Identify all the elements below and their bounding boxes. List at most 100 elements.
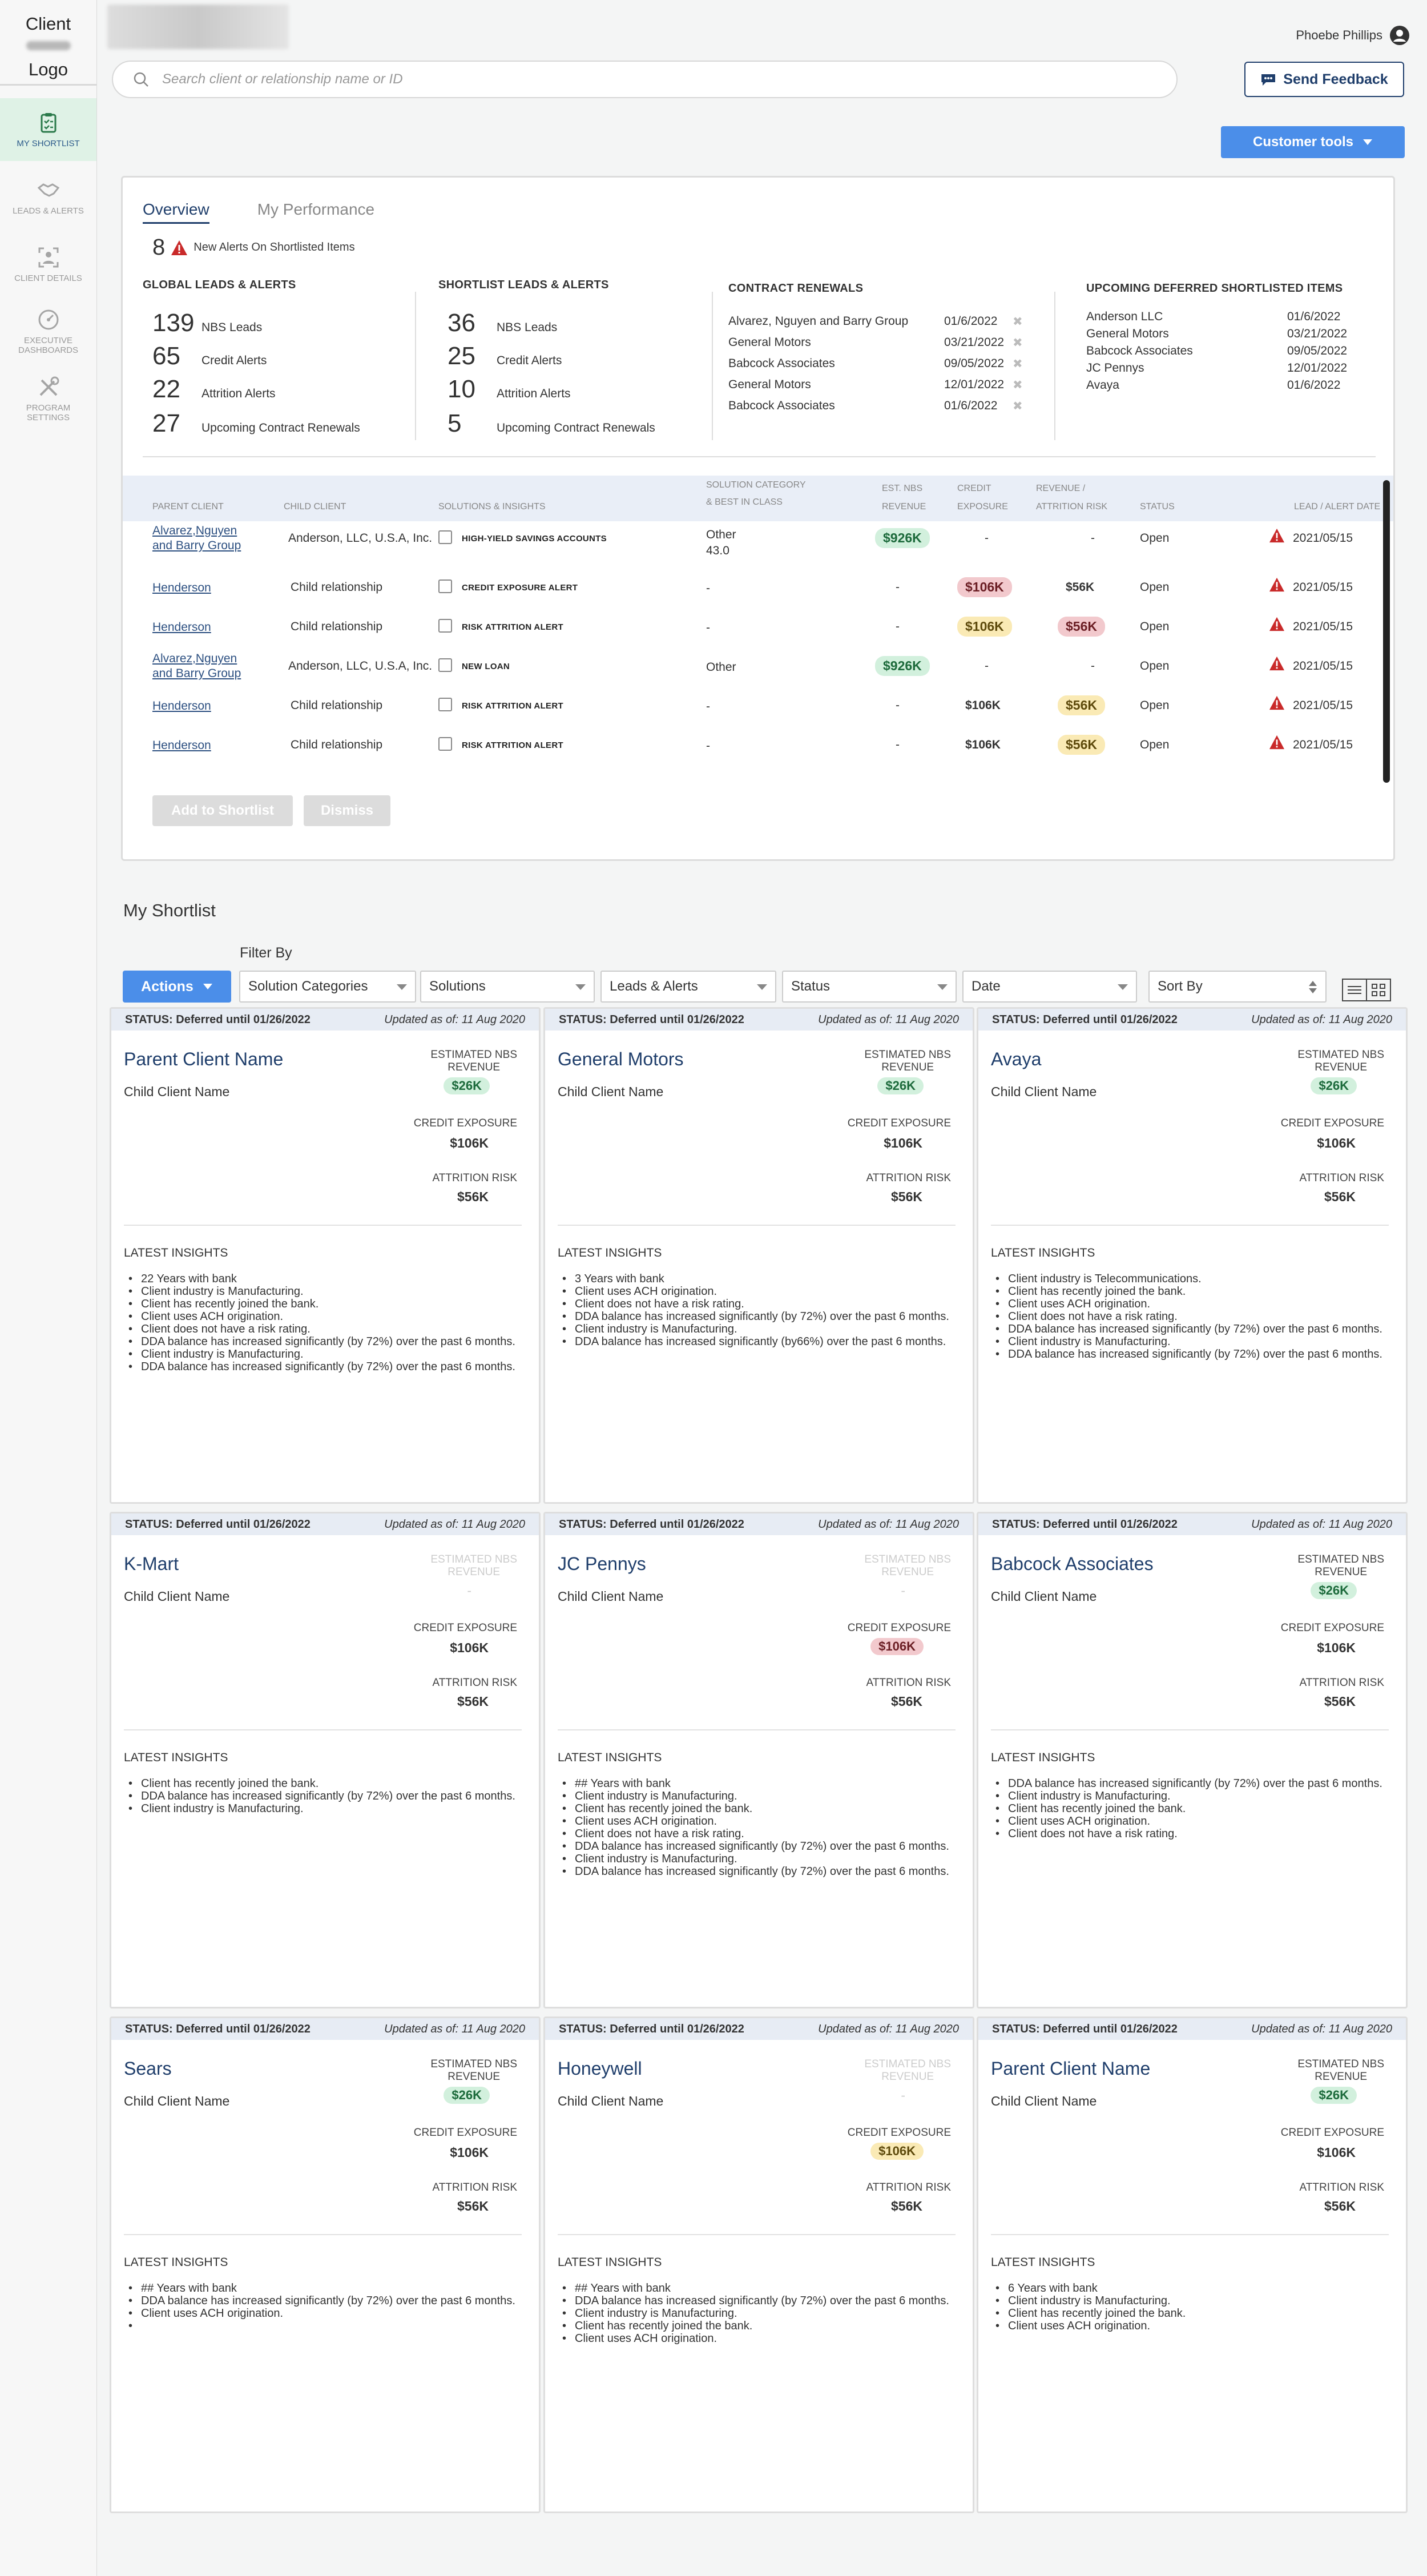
- filter-date[interactable]: Date: [962, 971, 1137, 1003]
- nav-my-shortlist[interactable]: MY SHORTLIST: [0, 98, 96, 161]
- search-input[interactable]: Search client or relationship name or ID: [112, 61, 1178, 98]
- deferred-item[interactable]: General Motors 03/21/2022: [1086, 327, 1347, 341]
- nav-program-settings[interactable]: PROGRAM SETTINGS: [0, 368, 96, 430]
- table-row[interactable]: Henderson Child relationship RISK ATTRIT…: [123, 617, 1378, 654]
- card-client-name[interactable]: Honeywell: [558, 2058, 642, 2079]
- stat-shortlist-attrition[interactable]: 10 Attrition Alerts: [448, 375, 571, 404]
- nav-client-details[interactable]: CLIENT DETAILS: [0, 233, 96, 296]
- tab-overview[interactable]: Overview: [143, 200, 209, 224]
- stat-global-credit[interactable]: 65 Credit Alerts: [152, 342, 267, 371]
- shortlist-card[interactable]: STATUS: Deferred until 01/26/2022 Update…: [110, 2016, 541, 2513]
- select-value: Solution Categories: [248, 979, 368, 994]
- renewal-item[interactable]: Babcock Associates 09/05/2022 ✖: [728, 357, 1023, 371]
- table-row[interactable]: Alvarez,Nguyen and Barry Group Anderson, …: [123, 524, 1378, 566]
- deferred-item[interactable]: JC Pennys 12/01/2022: [1086, 361, 1347, 375]
- filter-solutions[interactable]: Solutions: [420, 971, 595, 1003]
- row-checkbox[interactable]: [438, 658, 452, 672]
- deferred-item[interactable]: Anderson LLC 01/6/2022: [1086, 310, 1340, 324]
- dismiss-button[interactable]: Dismiss: [304, 795, 390, 826]
- stat-global-renewals[interactable]: 27 Upcoming Contract Renewals: [152, 409, 360, 438]
- parent-client-link[interactable]: Henderson: [152, 699, 211, 714]
- renewal-date: 01/6/2022: [944, 315, 998, 328]
- th-status[interactable]: STATUS: [1140, 502, 1175, 512]
- table-row[interactable]: Alvarez,Nguyen and Barry Group Anderson, …: [123, 652, 1378, 694]
- actions-button[interactable]: Actions: [123, 971, 231, 1003]
- card-client-name[interactable]: General Motors: [558, 1049, 684, 1069]
- close-icon[interactable]: ✖: [1013, 400, 1023, 413]
- row-checkbox[interactable]: [438, 737, 452, 751]
- card-client-name[interactable]: Babcock Associates: [991, 1553, 1154, 1574]
- card-client-name[interactable]: Sears: [124, 2058, 172, 2079]
- th-nbs[interactable]: EST. NBS: [882, 484, 923, 493]
- shortlist-card[interactable]: STATUS: Deferred until 01/26/2022 Update…: [110, 1007, 541, 1504]
- nav-executive-dashboards[interactable]: EXECUTIVE DASHBOARDS: [0, 300, 96, 363]
- renewal-item[interactable]: General Motors 03/21/2022 ✖: [728, 336, 1023, 349]
- renewal-item[interactable]: Alvarez, Nguyen and Barry Group 01/6/202…: [728, 315, 1023, 328]
- stat-global-attrition[interactable]: 22 Attrition Alerts: [152, 375, 276, 404]
- shortlist-card[interactable]: STATUS: Deferred until 01/26/2022 Update…: [543, 2016, 974, 2513]
- th-revenue[interactable]: REVENUE /: [1036, 484, 1086, 493]
- nav-leads-alerts[interactable]: LEADS & ALERTS: [0, 166, 96, 228]
- close-icon[interactable]: ✖: [1013, 336, 1023, 349]
- table-scrollbar[interactable]: [1383, 480, 1390, 783]
- card-client-name[interactable]: Avaya: [991, 1049, 1042, 1069]
- parent-client-link[interactable]: Alvarez,Nguyen and Barry Group: [152, 524, 241, 553]
- insights-list: ## Years with bankClient industry is Man…: [558, 1777, 952, 1878]
- table-row[interactable]: Henderson Child relationship CREDIT EXPO…: [123, 577, 1378, 615]
- add-to-shortlist-button[interactable]: Add to Shortlist: [152, 795, 293, 826]
- user-menu[interactable]: Phoebe Phillips: [1296, 25, 1410, 46]
- table-row[interactable]: Henderson Child relationship RISK ATTRIT…: [123, 735, 1378, 772]
- parent-client-link[interactable]: Henderson: [152, 620, 211, 635]
- row-checkbox[interactable]: [438, 579, 452, 593]
- grid-view-icon[interactable]: [1367, 980, 1390, 1000]
- warning-icon: [1269, 735, 1284, 750]
- renewal-item[interactable]: General Motors 12/01/2022 ✖: [728, 378, 1023, 392]
- card-client-name[interactable]: Parent Client Name: [991, 2058, 1151, 2079]
- parent-client-link[interactable]: Henderson: [152, 738, 211, 753]
- th-credit[interactable]: CREDIT: [957, 484, 991, 493]
- shortlist-card[interactable]: STATUS: Deferred until 01/26/2022 Update…: [977, 2016, 1408, 2513]
- sidebar: Client Logo MY SHORTLIST LEADS & ALERTS …: [0, 0, 97, 2576]
- shortlist-card[interactable]: STATUS: Deferred until 01/26/2022 Update…: [977, 1007, 1408, 1504]
- th-solutions[interactable]: SOLUTIONS & INSIGHTS: [438, 502, 546, 512]
- card-client-name[interactable]: JC Pennys: [558, 1553, 646, 1574]
- client-logo[interactable]: Client Logo: [0, 0, 96, 86]
- filter-solution-categories[interactable]: Solution Categories: [239, 971, 416, 1003]
- card-header: STATUS: Deferred until 01/26/2022 Update…: [111, 1514, 539, 1535]
- stat-shortlist-credit[interactable]: 25 Credit Alerts: [448, 342, 562, 371]
- stat-shortlist-renewals[interactable]: 5 Upcoming Contract Renewals: [448, 409, 655, 438]
- shortlist-card[interactable]: STATUS: Deferred until 01/26/2022 Update…: [543, 1512, 974, 2009]
- filter-leads-alerts[interactable]: Leads & Alerts: [600, 971, 776, 1003]
- tab-my-performance[interactable]: My Performance: [257, 200, 375, 218]
- stat-shortlist-nbs[interactable]: 36 NBS Leads: [448, 309, 557, 337]
- th-category[interactable]: SOLUTION CATEGORY: [706, 480, 806, 490]
- close-icon[interactable]: ✖: [1013, 315, 1023, 328]
- close-icon[interactable]: ✖: [1013, 379, 1023, 392]
- table-row[interactable]: Henderson Child relationship RISK ATTRIT…: [123, 695, 1378, 733]
- row-checkbox[interactable]: [438, 530, 452, 544]
- customer-tools-label: Customer tools: [1252, 134, 1353, 150]
- sort-by-select[interactable]: Sort By: [1148, 971, 1327, 1003]
- shortlist-card[interactable]: STATUS: Deferred until 01/26/2022 Update…: [977, 1512, 1408, 2009]
- th-date[interactable]: LEAD / ALERT DATE: [1294, 502, 1381, 512]
- parent-client-link[interactable]: Alvarez,Nguyen and Barry Group: [152, 651, 241, 681]
- stat-global-nbs[interactable]: 139 NBS Leads: [152, 309, 262, 337]
- th-child[interactable]: CHILD CLIENT: [284, 502, 346, 512]
- filter-status[interactable]: Status: [782, 971, 957, 1003]
- card-client-name[interactable]: K-Mart: [124, 1553, 179, 1574]
- view-toggle[interactable]: [1342, 979, 1391, 1001]
- deferred-item[interactable]: Babcock Associates 09/05/2022: [1086, 344, 1347, 358]
- send-feedback-button[interactable]: Send Feedback: [1244, 62, 1404, 97]
- row-checkbox[interactable]: [438, 619, 452, 633]
- th-parent[interactable]: PARENT CLIENT: [152, 502, 224, 512]
- customer-tools-button[interactable]: Customer tools: [1221, 126, 1405, 158]
- row-checkbox[interactable]: [438, 698, 452, 711]
- renewal-item[interactable]: Babcock Associates 01/6/2022 ✖: [728, 399, 1023, 413]
- card-client-name[interactable]: Parent Client Name: [124, 1049, 284, 1069]
- close-icon[interactable]: ✖: [1013, 357, 1023, 371]
- list-view-icon[interactable]: [1343, 980, 1367, 1000]
- deferred-item[interactable]: Avaya 01/6/2022: [1086, 379, 1340, 392]
- shortlist-card[interactable]: STATUS: Deferred until 01/26/2022 Update…: [543, 1007, 974, 1504]
- shortlist-card[interactable]: STATUS: Deferred until 01/26/2022 Update…: [110, 1512, 541, 2009]
- parent-client-link[interactable]: Henderson: [152, 581, 211, 595]
